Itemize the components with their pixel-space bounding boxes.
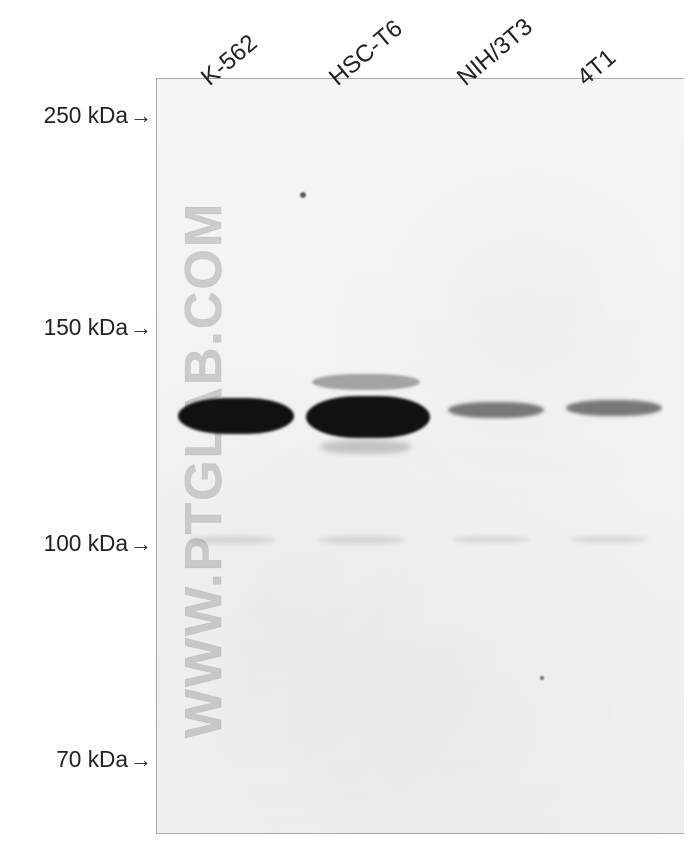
faint-band <box>318 536 406 544</box>
blot-band <box>566 400 662 416</box>
arrow-icon: → <box>130 315 152 340</box>
blot-band <box>320 440 412 454</box>
blot-membrane <box>156 78 684 834</box>
arrow-icon: → <box>130 747 152 772</box>
mw-marker: 150 kDa→ <box>8 314 152 341</box>
western-blot-figure: WWW.PTGLAB.COM 250 kDa→150 kDa→100 kDa→7… <box>0 0 700 855</box>
blot-band <box>306 396 430 438</box>
arrow-icon: → <box>130 103 152 128</box>
mw-marker: 250 kDa→ <box>8 102 152 129</box>
mw-marker: 70 kDa→ <box>8 746 152 773</box>
watermark-text: WWW.PTGLAB.COM <box>174 202 234 738</box>
faint-band <box>188 536 276 544</box>
arrow-icon: → <box>130 531 152 556</box>
speck-icon <box>300 192 306 198</box>
faint-band <box>452 536 530 543</box>
mw-marker-label: 70 kDa <box>56 746 128 772</box>
membrane-background <box>157 79 684 833</box>
blot-band <box>312 374 420 390</box>
faint-band <box>570 536 648 543</box>
mw-marker-label: 100 kDa <box>44 530 128 556</box>
mw-marker-label: 150 kDa <box>44 314 128 340</box>
mw-marker-label: 250 kDa <box>44 102 128 128</box>
speck-icon <box>540 676 544 680</box>
blot-band <box>178 398 294 434</box>
blot-band <box>448 402 544 418</box>
mw-marker: 100 kDa→ <box>8 530 152 557</box>
